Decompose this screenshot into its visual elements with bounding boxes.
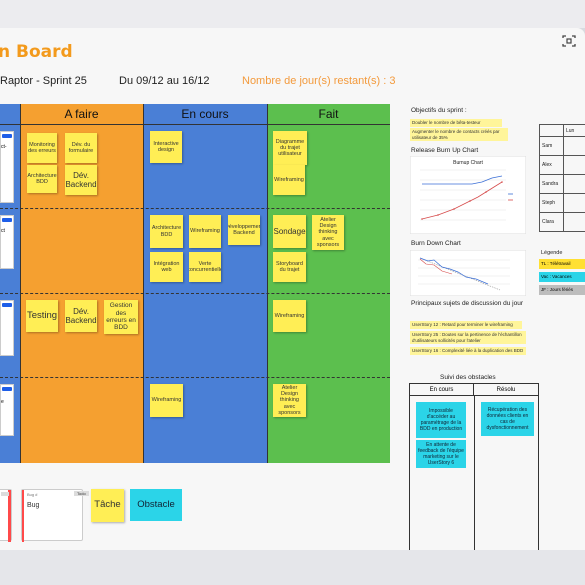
obstacles-col-resolved: Résolu <box>474 384 538 396</box>
exit-fullscreen-icon[interactable] <box>561 34 577 48</box>
day-header: Lun <box>563 124 585 137</box>
column-todo: A faire <box>20 104 143 463</box>
sticky-note[interactable]: Wireframing <box>189 215 221 248</box>
burnup-title: Release Burn Up Chart <box>411 147 479 154</box>
column-todo-header: A faire <box>20 104 143 125</box>
story-tag <box>2 218 12 222</box>
obstacles-table: En cours Résolu <box>409 383 539 554</box>
sticky-note[interactable]: Wireframing <box>273 165 305 195</box>
discussion-note[interactable]: UserStory 16 : Complexité liée à la dupl… <box>410 347 526 355</box>
sticky-note[interactable]: Architecture BDD <box>150 215 183 248</box>
sticky-note[interactable]: Interactive design <box>150 131 182 163</box>
sticky-note[interactable]: Dév. du formulaire <box>65 133 97 163</box>
sticky-note[interactable]: Monitoring des erreurs <box>27 133 57 163</box>
discussion-note[interactable]: UserStory 12 : Retard pour terminer le w… <box>410 321 522 329</box>
discussion-title: Principaux sujets de discussion du jour <box>411 300 524 307</box>
person-name: Alex <box>539 155 564 175</box>
legend-task-card[interactable]: Tâche <box>91 489 124 522</box>
remaining-days: Nombre de jour(s) restant(s) : 3 <box>242 75 396 87</box>
column-divider <box>143 104 144 463</box>
burnup-chart: Burnup Chart <box>410 156 526 234</box>
story-card-text: ct <box>1 228 5 234</box>
legend-bug-card[interactable]: Bug # Todo Bug <box>21 489 89 542</box>
column-in-progress-header: En cours <box>143 104 267 125</box>
column-divider <box>20 104 21 463</box>
obstacle-card[interactable]: Impossible d'accéder au paramétrage de l… <box>416 402 466 438</box>
column-divider <box>267 104 268 463</box>
user-story-card[interactable]: ct <box>0 215 14 269</box>
lane-separator <box>0 377 390 378</box>
sticky-note[interactable]: Sondage <box>273 215 306 248</box>
obstacles-title: Suivi des obstacles <box>440 374 496 381</box>
sticky-note[interactable]: Wireframing <box>150 384 183 417</box>
obstacles-col-open: En cours <box>410 384 474 396</box>
sticky-note[interactable]: Verte concurrentielle <box>189 252 221 282</box>
availability-cell[interactable] <box>563 155 585 175</box>
objectives-title: Objectifs du sprint : <box>411 107 467 114</box>
legend-story-card[interactable] <box>0 489 12 542</box>
card-badge <box>1 492 9 496</box>
sticky-note[interactable]: Gestion des erreurs en BDD <box>104 300 138 334</box>
user-story-card[interactable]: ct- <box>0 131 14 203</box>
story-tag <box>2 387 12 391</box>
discussion-note[interactable]: UserStory 25 : Doutes sur la pertinence … <box>410 331 526 345</box>
lane-separator <box>0 293 390 294</box>
legend-telework: TL : Télétravail <box>539 259 585 269</box>
bug-card-header: Bug # <box>27 492 38 497</box>
story-card-text: e <box>1 399 4 405</box>
objective-note[interactable]: Doubler le nombre de bêta-testeur <box>410 119 502 127</box>
availability-cell[interactable] <box>563 193 585 213</box>
sticky-note[interactable]: Dév. Backend <box>65 300 97 332</box>
story-tag <box>2 134 12 138</box>
board-title: n Board <box>0 42 73 62</box>
browser-bottom-bar <box>0 550 585 585</box>
story-tag <box>2 303 12 307</box>
sticky-note[interactable]: Dév. Backend <box>65 165 97 195</box>
availability-table: Lun Sam Alex Sandra Steph Clara <box>539 124 585 232</box>
sticky-note[interactable]: Storyboard du trajet <box>273 252 306 282</box>
legend-holidays: JF : Jours fériés <box>539 285 585 295</box>
card-color-strip <box>8 490 11 542</box>
availability-cell[interactable] <box>563 212 585 232</box>
sprint-dates: Du 09/12 au 16/12 <box>119 75 210 87</box>
lane-separator <box>0 208 390 209</box>
objective-note[interactable]: Augmenter le nombre de contacts créés pa… <box>410 128 508 142</box>
sticky-note[interactable]: Architecture BDD <box>27 165 57 193</box>
sticky-note[interactable]: Wireframing <box>273 300 306 332</box>
legend-title: Légende <box>541 250 563 256</box>
availability-cell[interactable] <box>563 136 585 156</box>
availability-cell[interactable] <box>563 174 585 194</box>
column-done-header: Fait <box>267 104 390 125</box>
sticky-note[interactable]: Intégration web <box>150 252 183 282</box>
bug-card-label: Bug <box>27 502 40 509</box>
obstacle-card[interactable]: Récupération des données clients en cas … <box>481 402 534 436</box>
user-story-card[interactable] <box>0 300 14 356</box>
burnup-chart-title: Burnup Chart <box>453 160 483 166</box>
sticky-note[interactable]: Développement Backend <box>228 215 260 245</box>
person-name: Clara <box>539 212 564 232</box>
sticky-note[interactable]: Diagramme du trajet utilisateur <box>273 131 307 165</box>
sticky-note[interactable]: Atelier Design thinking avec sponsors <box>273 384 306 417</box>
sticky-note[interactable]: Testing <box>26 300 58 332</box>
burndown-chart <box>410 250 526 296</box>
bug-card-badge: Todo <box>74 491 89 496</box>
legend-obstacle-card[interactable]: Obstacle <box>130 489 182 521</box>
legend-vacation: Vac : Vacances <box>539 272 585 282</box>
sticky-note[interactable]: Atelier Design thinking avec sponsors <box>312 215 344 250</box>
person-name: Steph <box>539 193 564 213</box>
user-story-card[interactable]: e <box>0 384 14 436</box>
person-name: Sandra <box>539 174 564 194</box>
burndown-title: Burn Down Chart <box>411 240 461 247</box>
obstacle-card[interactable]: En attente de feedback de l'équipe marke… <box>416 440 466 468</box>
sprint-name: Raptor - Sprint 25 <box>0 75 87 87</box>
card-color-strip <box>22 490 24 542</box>
browser-top-bar <box>0 0 585 28</box>
person-name: Sam <box>539 136 564 156</box>
obstacles-divider <box>474 396 475 554</box>
story-card-text: ct- <box>1 144 7 150</box>
